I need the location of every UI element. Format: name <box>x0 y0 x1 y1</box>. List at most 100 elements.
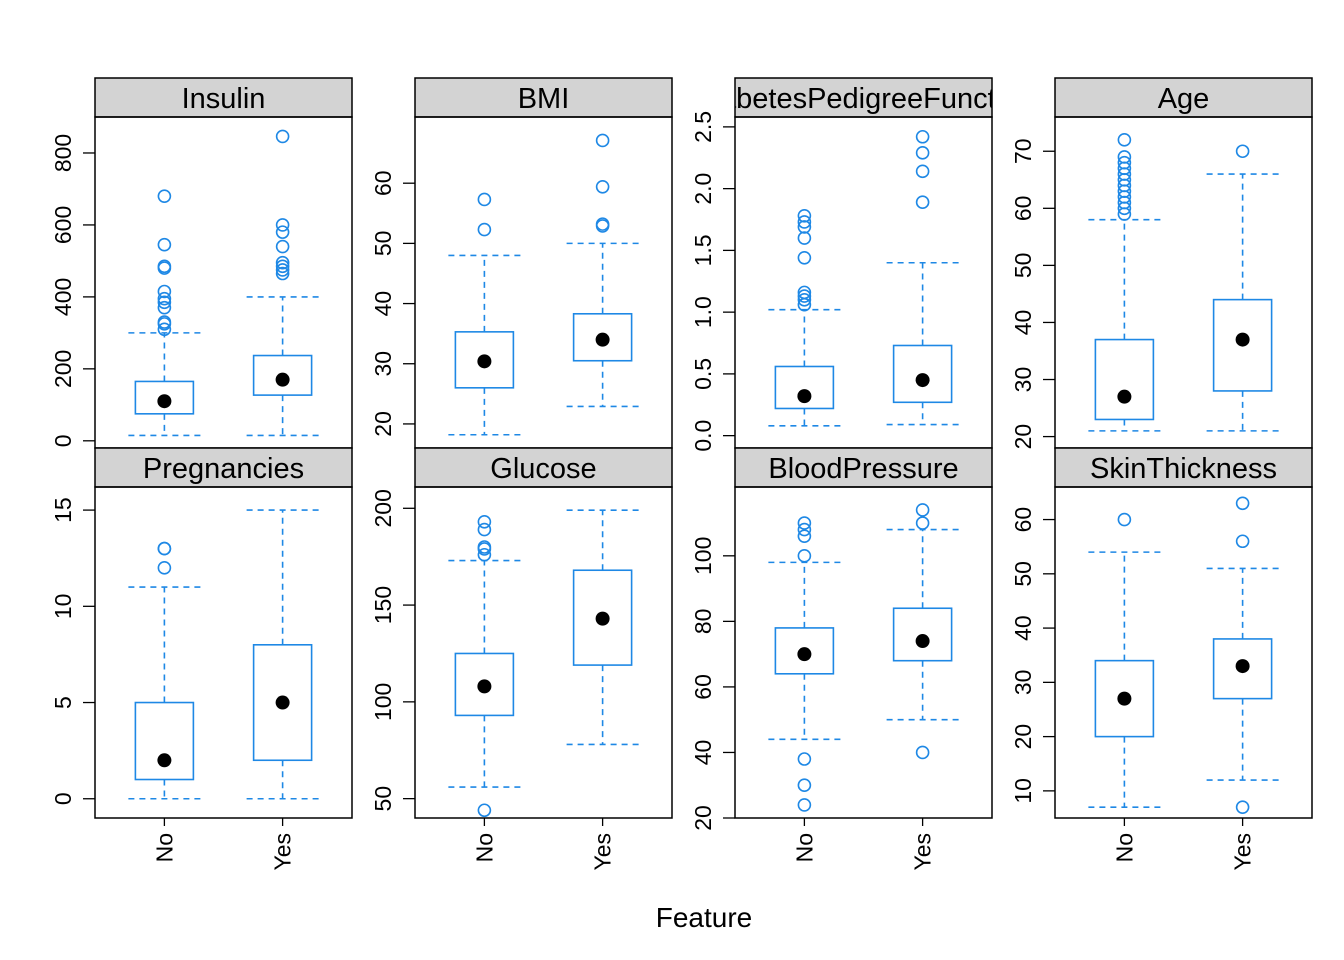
y-tick-label: 50 <box>1010 253 1036 279</box>
x-category-label: Yes <box>910 833 936 871</box>
y-tick-label: 800 <box>50 134 76 172</box>
iqr-box <box>1094 659 1155 738</box>
box-group-no <box>448 192 521 436</box>
y-tick-label: 1.0 <box>690 296 716 328</box>
outlier-point <box>797 549 812 563</box>
median-dot <box>477 354 492 369</box>
median-dot <box>595 611 610 626</box>
median-dot <box>915 373 930 388</box>
outlier-point <box>477 192 492 207</box>
x-category-label: No <box>791 833 817 862</box>
strip-background <box>414 447 673 488</box>
outlier-point <box>157 259 172 274</box>
outlier-point <box>477 547 492 562</box>
box-group-no <box>128 189 201 437</box>
y-tick-label: 0.5 <box>690 358 716 390</box>
y-tick-label: 15 <box>50 497 76 523</box>
y-tick-label: 200 <box>370 489 396 527</box>
median-dot <box>1117 691 1132 706</box>
outlier-point <box>275 225 290 239</box>
outlier-point <box>157 315 172 329</box>
box-group-no <box>1088 512 1161 808</box>
y-tick-label: 40 <box>1010 310 1036 336</box>
y-tick-label: 20 <box>1010 724 1036 750</box>
y-tick-label: 100 <box>690 537 716 575</box>
iqr-box <box>252 644 313 762</box>
outlier-point <box>1117 155 1132 170</box>
outlier-point <box>157 300 172 315</box>
median-dot <box>797 389 812 404</box>
outlier-point <box>797 292 812 307</box>
plot-frame <box>1054 116 1313 449</box>
median-dot <box>275 695 290 710</box>
iqr-box <box>1212 638 1273 700</box>
outlier-point <box>1117 512 1132 527</box>
plot-frame <box>414 116 673 449</box>
y-tick-label: 60 <box>1010 196 1036 222</box>
plot-frame <box>414 486 673 819</box>
strip-background <box>1054 447 1313 488</box>
y-tick-label: 40 <box>690 740 716 766</box>
y-tick-label: 1.5 <box>690 234 716 266</box>
plot-frame <box>94 116 353 449</box>
y-tick-label: 0 <box>50 434 76 447</box>
box-group-yes <box>566 509 639 746</box>
strip-background <box>94 77 353 118</box>
median-dot <box>1235 332 1250 347</box>
outlier-point <box>797 289 812 303</box>
median-dot <box>275 372 290 387</box>
x-category-label: Yes <box>590 833 616 871</box>
strip-background <box>1054 77 1313 118</box>
outlier-point <box>797 231 812 245</box>
iqr-box <box>892 344 953 404</box>
strip-background <box>94 447 353 488</box>
y-tick-label: 2.5 <box>690 111 716 143</box>
outlier-point <box>157 295 172 310</box>
y-tick-label: 150 <box>370 586 396 624</box>
outlier-point <box>157 284 172 299</box>
y-tick-label: 50 <box>1010 561 1036 587</box>
x-category-label: No <box>1111 833 1137 862</box>
y-tick-label: 70 <box>1010 138 1036 164</box>
median-dot <box>915 634 930 649</box>
median-dot <box>1235 659 1250 674</box>
iqr-box <box>134 380 195 415</box>
panel-insulin: Insulin 0 200 400 600 800 <box>50 77 353 449</box>
iqr-box <box>572 569 633 666</box>
plot-frame <box>734 116 993 449</box>
y-tick-label: 400 <box>50 278 76 316</box>
x-category-label: No <box>151 833 177 862</box>
strip-title: Pregnancies <box>143 453 304 485</box>
y-tick-label: 2.0 <box>690 173 716 205</box>
y-tick-label: 100 <box>370 683 396 721</box>
outlier-point <box>797 285 812 300</box>
box-group-yes <box>886 503 959 760</box>
box-group-yes <box>1206 496 1279 814</box>
outlier-point <box>157 561 172 575</box>
iqr-box <box>134 701 195 781</box>
box-group-yes <box>566 133 639 408</box>
outlier-point <box>915 503 930 517</box>
panels-layer: Insulin0200400600800BMI2030405060Diabete… <box>50 77 1313 871</box>
y-tick-label: 50 <box>370 786 396 812</box>
y-tick-label: 40 <box>370 291 396 317</box>
iqr-box <box>1212 298 1273 392</box>
outlier-point <box>275 129 290 144</box>
outlier-point <box>477 222 492 237</box>
strip-title: Insulin <box>182 83 266 115</box>
outlier-point <box>477 540 492 554</box>
outlier-point <box>477 515 492 529</box>
outlier-point <box>915 164 930 179</box>
y-tick-label: 30 <box>1010 367 1036 393</box>
box-group-no <box>128 541 201 800</box>
median-dot <box>797 647 812 662</box>
strip-title: BMI <box>518 83 570 115</box>
outlier-point <box>915 146 930 160</box>
outlier-point <box>797 798 812 812</box>
y-tick-label: 10 <box>1010 778 1036 804</box>
outlier-point <box>915 129 930 144</box>
outlier-point <box>595 180 610 194</box>
plot-frame <box>734 486 993 819</box>
x-category-label: No <box>471 833 497 862</box>
